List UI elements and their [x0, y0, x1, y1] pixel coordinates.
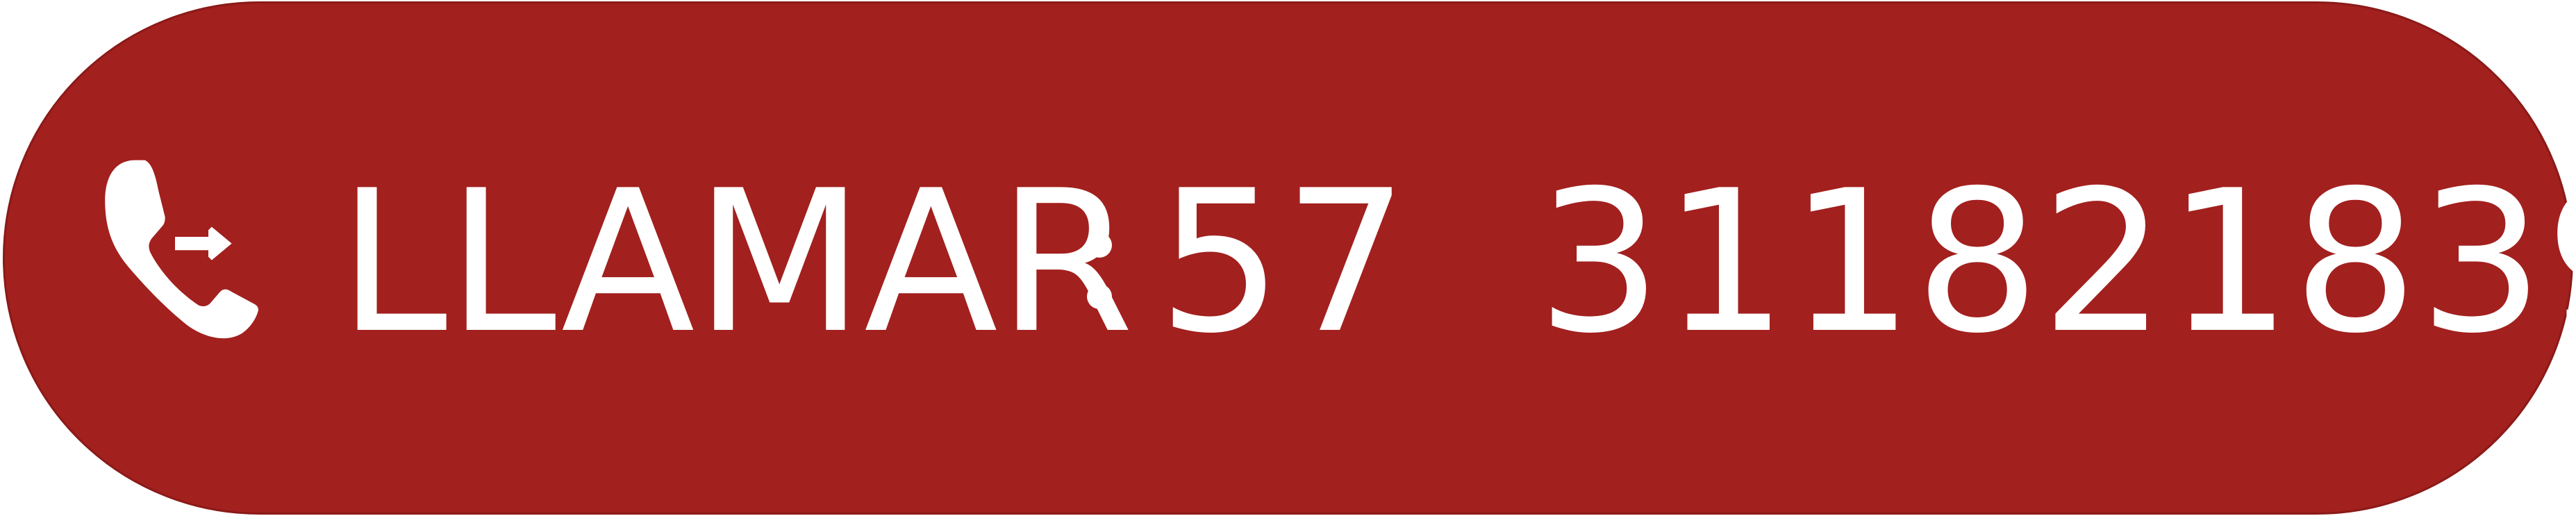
- phone-number: 57 3118218399: [1158, 162, 2576, 363]
- phone-icon: [92, 153, 258, 354]
- country-code: 57: [1158, 148, 1410, 376]
- separator-colon: [1087, 227, 1115, 309]
- call-button[interactable]: LLAMAR 57 3118218399: [3, 1, 2576, 515]
- call-label: LLAMAR: [338, 148, 1134, 376]
- local-number: 3118218399: [1537, 148, 2576, 376]
